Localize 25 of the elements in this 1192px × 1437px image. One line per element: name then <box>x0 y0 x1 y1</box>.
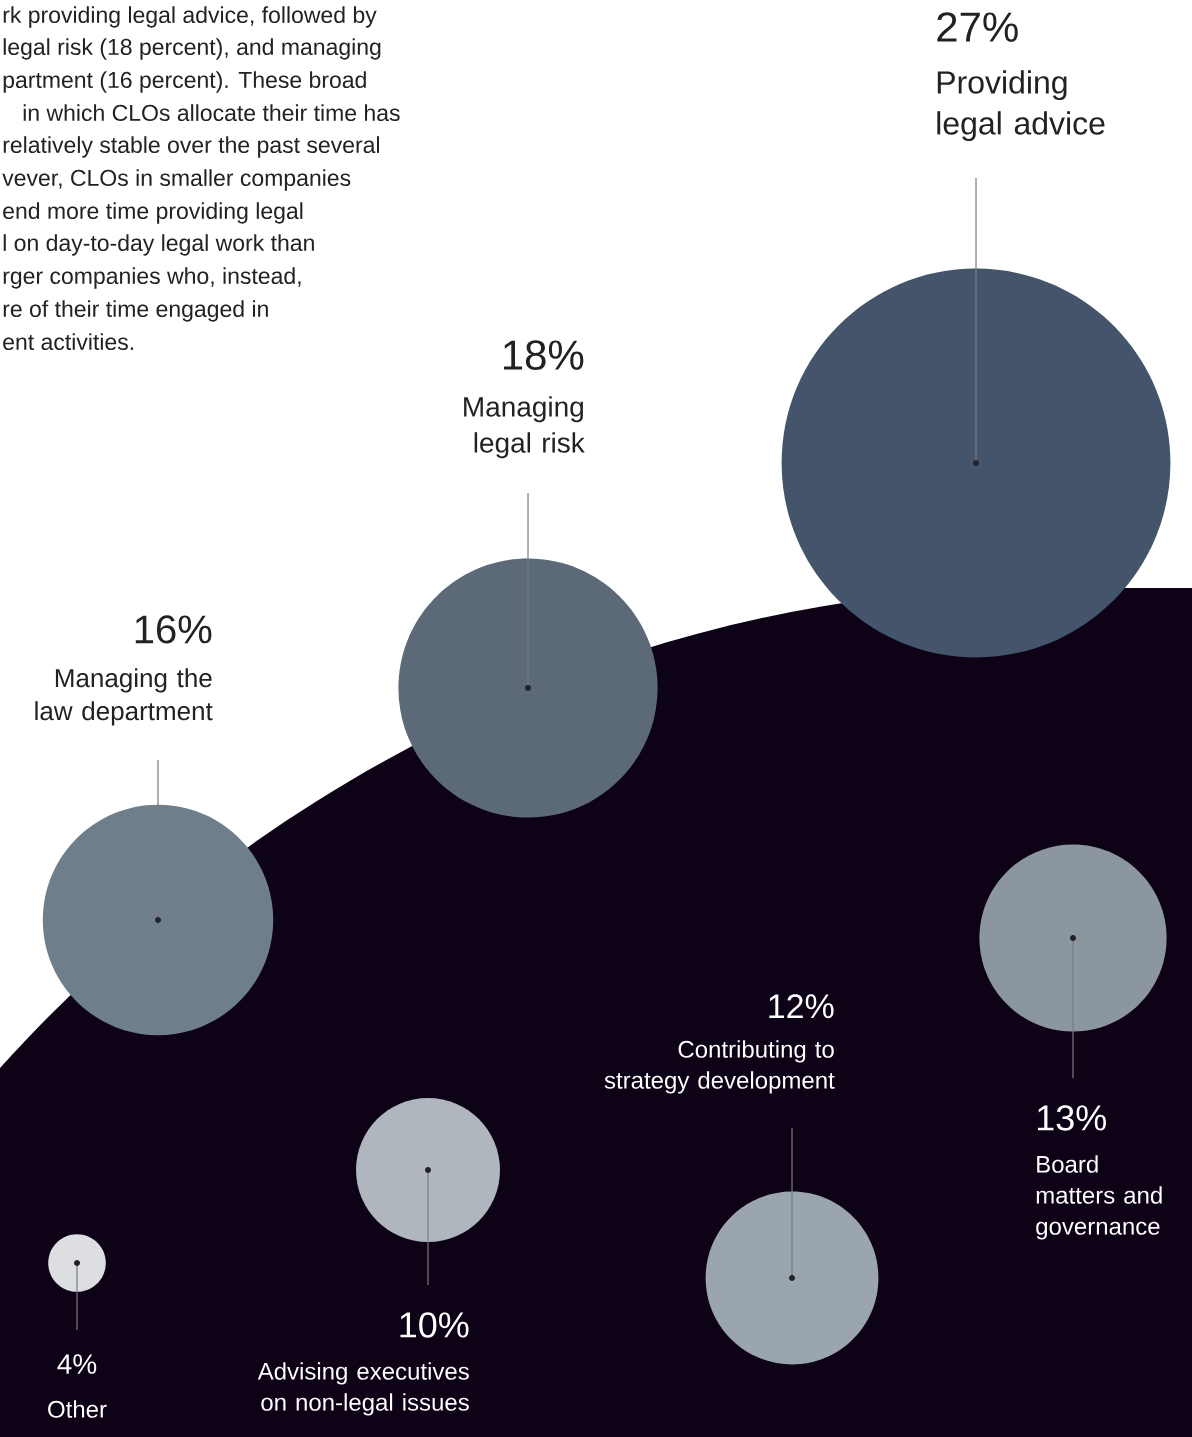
text: legal risk (18 percent), and managing <box>3 38 381 60</box>
data-label: 16% <box>135 615 212 644</box>
category-label: Providing legal advice <box>937 70 1105 142</box>
text: ent activities. <box>3 333 134 351</box>
data-label: 12% <box>769 994 834 1019</box>
category-label: Advising executives on non-legal issues <box>257 1362 469 1416</box>
data-label: 27% <box>937 12 1018 42</box>
text: rk providing legal advice, followed by <box>3 6 377 28</box>
text: partment (16 percent). These broad <box>3 71 366 93</box>
category-label: Managing legal risk <box>464 396 585 459</box>
category-label: Other <box>48 1400 107 1418</box>
text: relatively stable over the past several <box>3 136 380 158</box>
text: in which CLOs allocate their time has <box>23 104 400 122</box>
text: l on day-to-day legal work than <box>3 234 314 256</box>
text: end more time providing legal <box>3 202 303 224</box>
category-label: Managing the law department <box>35 668 213 726</box>
data-label: 4% <box>57 1354 97 1374</box>
text: rger companies who, instead, <box>3 267 301 289</box>
data-label: 13% <box>1037 1105 1106 1131</box>
text: re of their time engaged in <box>3 300 268 322</box>
category-label: Contributing to strategy development <box>604 1040 835 1094</box>
data-label: 18% <box>503 340 584 370</box>
text: vever, CLOs in smaller companies <box>2 169 351 191</box>
data-label: 10% <box>400 1312 469 1338</box>
category-label: Board matters and governance <box>1036 1155 1162 1240</box>
